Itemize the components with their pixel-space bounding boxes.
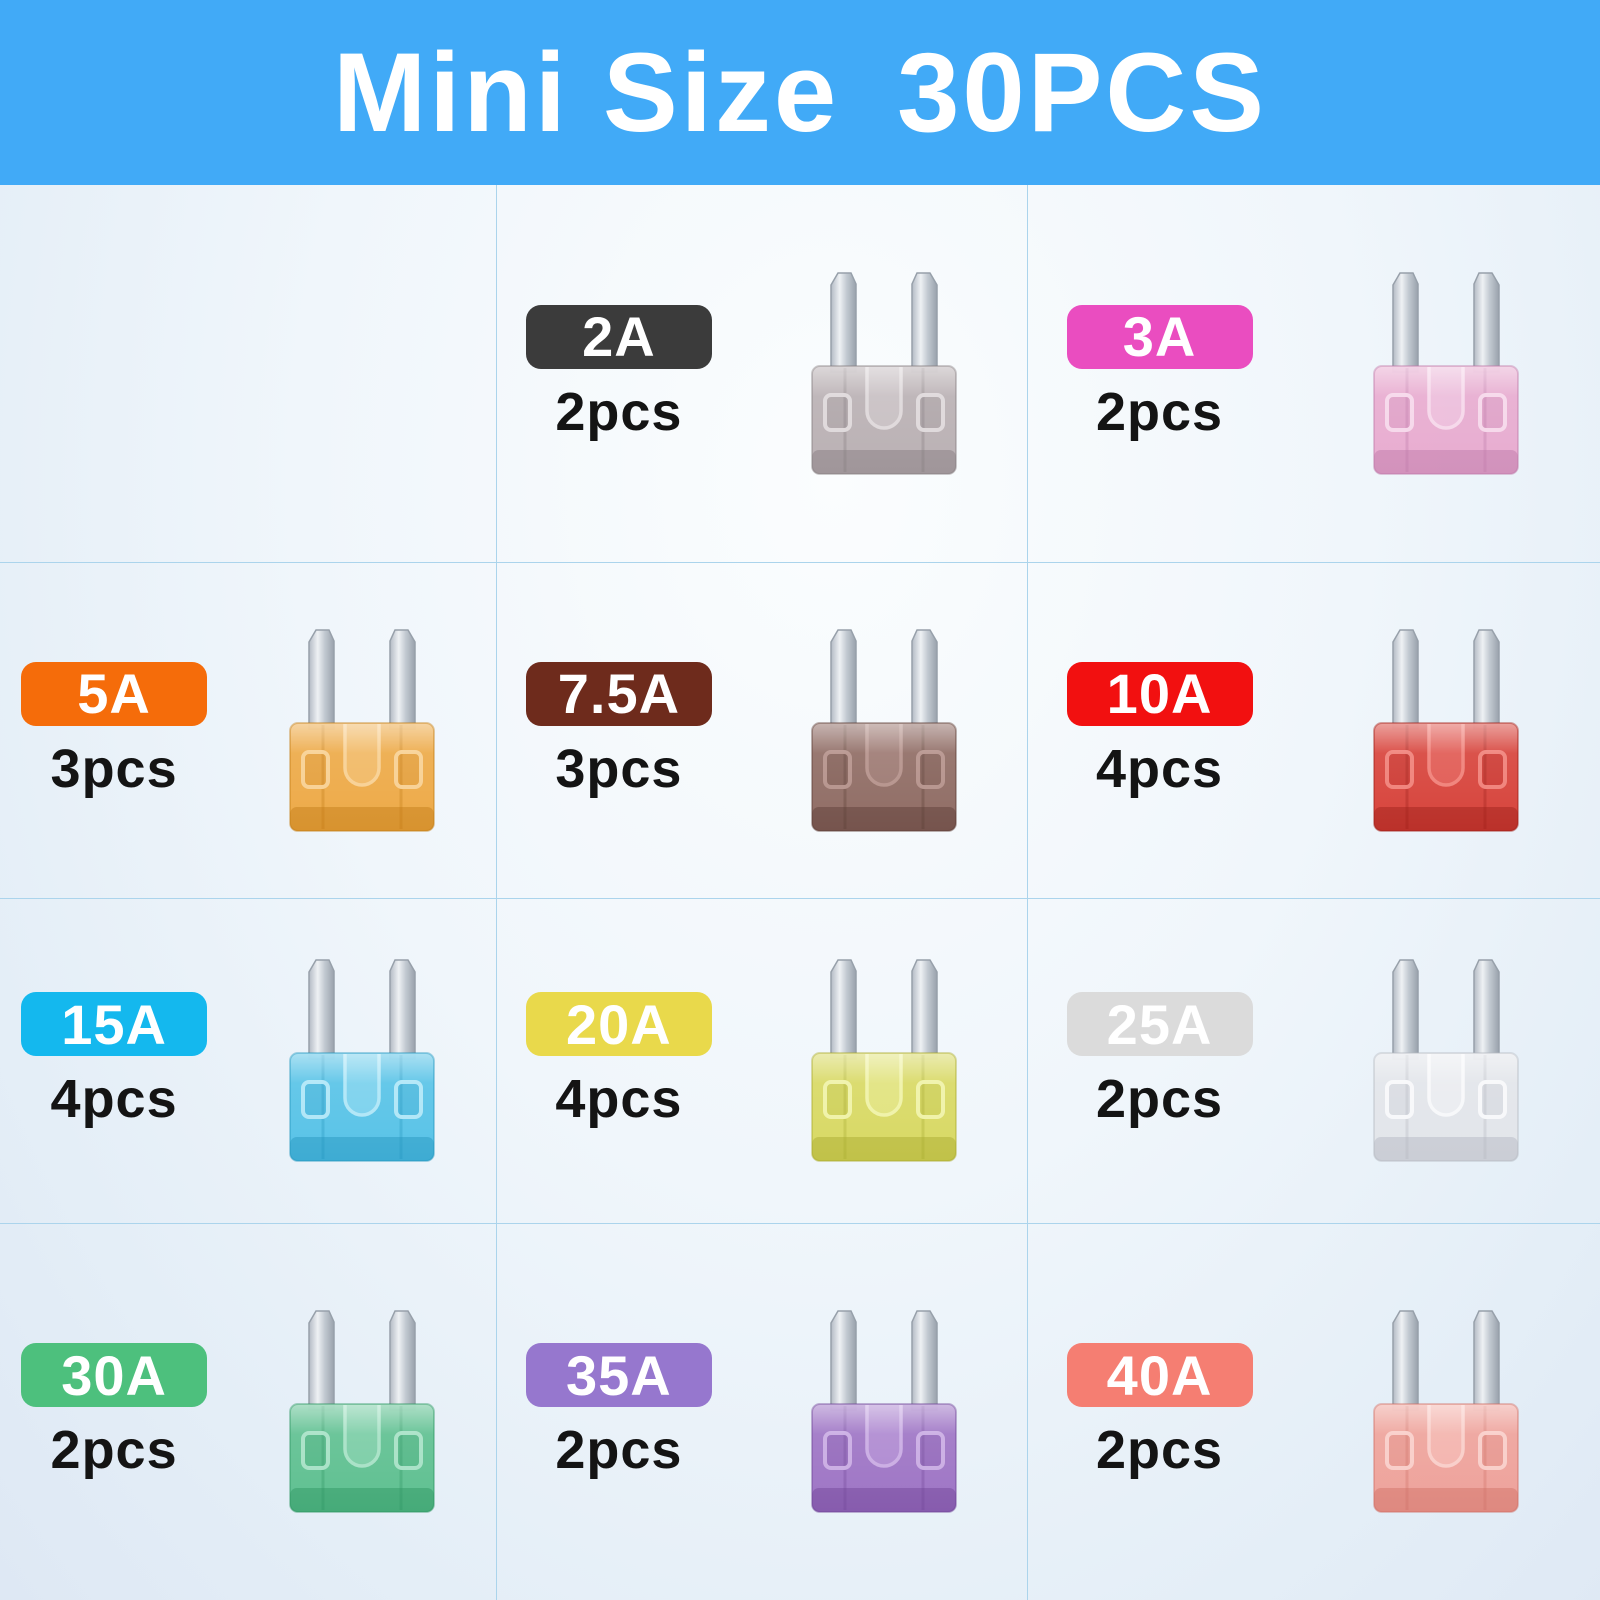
mini-blade-fuse-icon: [1372, 628, 1519, 832]
empty-cell: [0, 185, 497, 563]
fuse-grid: 2A 2pcs 3A 2pcs 5A: [0, 185, 1600, 1600]
mini-blade-fuse-icon: [810, 1310, 957, 1513]
fuse-cell-2a: 2A 2pcs: [497, 185, 1028, 563]
banner: Mini Size 30PCS: [0, 0, 1600, 185]
amp-badge: 3A: [1066, 304, 1253, 369]
count-label: 3pcs: [555, 738, 683, 799]
label-column: 2A 2pcs: [497, 304, 741, 443]
fuse-cell-7-5a: 7.5A 3pcs: [497, 563, 1028, 899]
amp-badge: 25A: [1066, 992, 1253, 1056]
count-label: 2pcs: [1096, 1420, 1224, 1480]
fuse-cell-3a: 3A 2pcs: [1028, 185, 1600, 563]
label-column: 5A 3pcs: [0, 661, 228, 800]
fuse-image: [1291, 628, 1600, 834]
label-column: 20A 4pcs: [497, 992, 741, 1130]
fuse-cell-20a: 20A 4pcs: [497, 899, 1028, 1224]
banner-title-right: 30PCS: [897, 29, 1268, 155]
fuse-image: [228, 1309, 496, 1515]
label-column: 30A 2pcs: [0, 1343, 228, 1481]
count-label: 2pcs: [1096, 1069, 1224, 1129]
count-label: 3pcs: [50, 738, 178, 799]
label-column: 3A 2pcs: [1028, 304, 1291, 443]
fuse-image: [741, 958, 1027, 1164]
mini-blade-fuse-icon: [289, 1310, 436, 1513]
count-label: 2pcs: [555, 1420, 683, 1480]
fuse-image: [1291, 958, 1600, 1164]
fuse-image: [228, 958, 496, 1164]
count-label: 2pcs: [555, 381, 683, 442]
mini-blade-fuse-icon: [289, 628, 436, 832]
fuse-cell-30a: 30A 2pcs: [0, 1224, 497, 1600]
mini-blade-fuse-icon: [1372, 1310, 1519, 1513]
mini-blade-fuse-icon: [810, 271, 957, 475]
fuse-image: [1291, 1309, 1600, 1515]
amp-badge: 40A: [1066, 1343, 1253, 1407]
fuse-image: [741, 1309, 1027, 1515]
fuse-image: [741, 628, 1027, 834]
amp-badge: 7.5A: [525, 661, 712, 726]
fuse-cell-10a: 10A 4pcs: [1028, 563, 1600, 899]
fuse-cell-25a: 25A 2pcs: [1028, 899, 1600, 1224]
label-column: 35A 2pcs: [497, 1343, 741, 1481]
fuse-cell-15a: 15A 4pcs: [0, 899, 497, 1224]
mini-blade-fuse-icon: [1372, 959, 1519, 1162]
label-column: 25A 2pcs: [1028, 992, 1291, 1130]
count-label: 4pcs: [555, 1069, 683, 1129]
count-label: 2pcs: [1096, 381, 1224, 442]
amp-badge: 35A: [525, 1343, 712, 1407]
fuse-cell-5a: 5A 3pcs: [0, 563, 497, 899]
amp-badge: 5A: [21, 661, 208, 726]
banner-title-left: Mini Size: [332, 29, 840, 155]
amp-badge: 15A: [21, 992, 208, 1056]
fuse-image: [1291, 271, 1600, 477]
amp-badge: 2A: [525, 304, 712, 369]
mini-blade-fuse-icon: [810, 959, 957, 1162]
fuse-cell-40a: 40A 2pcs: [1028, 1224, 1600, 1600]
mini-blade-fuse-icon: [810, 628, 957, 832]
amp-badge: 10A: [1066, 661, 1253, 726]
label-column: 7.5A 3pcs: [497, 661, 741, 800]
fuse-cell-35a: 35A 2pcs: [497, 1224, 1028, 1600]
count-label: 4pcs: [50, 1069, 178, 1129]
amp-badge: 20A: [525, 992, 712, 1056]
amp-badge: 30A: [21, 1343, 208, 1407]
label-column: 40A 2pcs: [1028, 1343, 1291, 1481]
count-label: 2pcs: [50, 1420, 178, 1480]
label-column: 10A 4pcs: [1028, 661, 1291, 800]
fuse-image: [228, 628, 496, 834]
mini-blade-fuse-icon: [289, 959, 436, 1162]
count-label: 4pcs: [1096, 738, 1224, 799]
label-column: 15A 4pcs: [0, 992, 228, 1130]
fuse-image: [741, 271, 1027, 477]
mini-blade-fuse-icon: [1372, 271, 1519, 475]
